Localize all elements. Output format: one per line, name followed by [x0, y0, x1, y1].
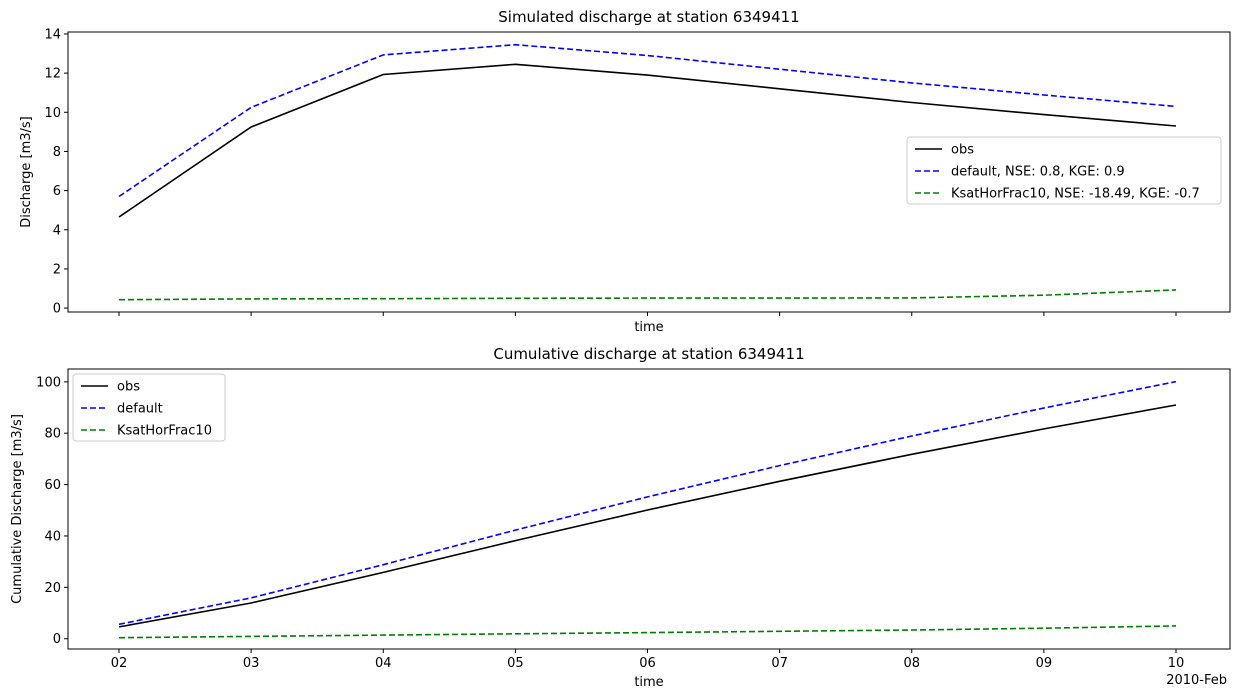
y-axis-label: Discharge [m3/s] — [19, 116, 34, 227]
y-tick-label: 6 — [53, 184, 61, 199]
y-tick-label: 8 — [53, 145, 61, 160]
legend-entry: obs — [951, 143, 974, 158]
y-tick-label: 12 — [44, 67, 61, 82]
x-tick-label: 07 — [771, 656, 788, 671]
x-tick-label: 04 — [375, 656, 392, 671]
series-line-1 — [118, 404, 1177, 628]
x-tick-label: 03 — [243, 656, 260, 671]
y-tick-label: 14 — [44, 27, 61, 42]
legend-entry: default — [117, 402, 163, 417]
legend-frame — [906, 136, 1222, 205]
y-tick-label: 2 — [53, 262, 61, 277]
series-line-2 — [118, 380, 1177, 626]
chart-title: Simulated discharge at station 6349411 — [498, 8, 799, 26]
axes-frame — [67, 368, 1231, 650]
y-tick-label: 0 — [53, 302, 61, 317]
y-tick-label: 40 — [44, 529, 61, 544]
series-line-2 — [118, 43, 1177, 198]
series-line-3 — [118, 625, 1177, 639]
x-offset-label: 2010-Feb — [1166, 673, 1227, 688]
y-tick-label: 4 — [53, 223, 61, 238]
y-tick-label: 10 — [44, 106, 61, 121]
x-axis-label: time — [634, 320, 663, 335]
legend-entry: obs — [117, 380, 140, 395]
y-tick-label: 100 — [36, 375, 61, 390]
y-tick-label: 80 — [44, 427, 61, 442]
legend-entry: KsatHorFrac10, NSE: -18.49, KGE: -0.7 — [951, 187, 1200, 202]
x-tick-label: 09 — [1036, 656, 1053, 671]
legend: obs default, NSE: 0.8, KGE: 0.9 KsatHorFra… — [906, 136, 1222, 205]
chart-title: Cumulative discharge at station 6349411 — [493, 345, 804, 363]
y-tick-label: 60 — [44, 478, 61, 493]
legend-frame — [72, 373, 226, 442]
series-line-3 — [118, 289, 1177, 301]
x-tick-label: 05 — [507, 656, 524, 671]
x-tick-label: 02 — [111, 656, 128, 671]
x-tick-label: 08 — [903, 656, 920, 671]
y-tick-label: 0 — [53, 632, 61, 647]
x-tick-label: 10 — [1168, 656, 1185, 671]
x-tick-label: 06 — [639, 656, 656, 671]
chart-panel-2: Cumulative discharge at station 6349411 0… — [10, 345, 1231, 690]
legend-entry: KsatHorFrac10 — [117, 424, 212, 439]
series-line-1 — [118, 63, 1177, 218]
x-axis-label: time — [634, 675, 663, 690]
chart-panel-1: Simulated discharge at station 6349411 0 2… — [19, 8, 1231, 335]
y-tick-label: 20 — [44, 581, 61, 596]
legend-entry: default, NSE: 0.8, KGE: 0.9 — [951, 165, 1125, 180]
axes-frame — [67, 31, 1231, 313]
legend: obs default KsatHorFrac10 — [72, 373, 226, 442]
y-axis-label: Cumulative Discharge [m3/s] — [10, 414, 25, 604]
